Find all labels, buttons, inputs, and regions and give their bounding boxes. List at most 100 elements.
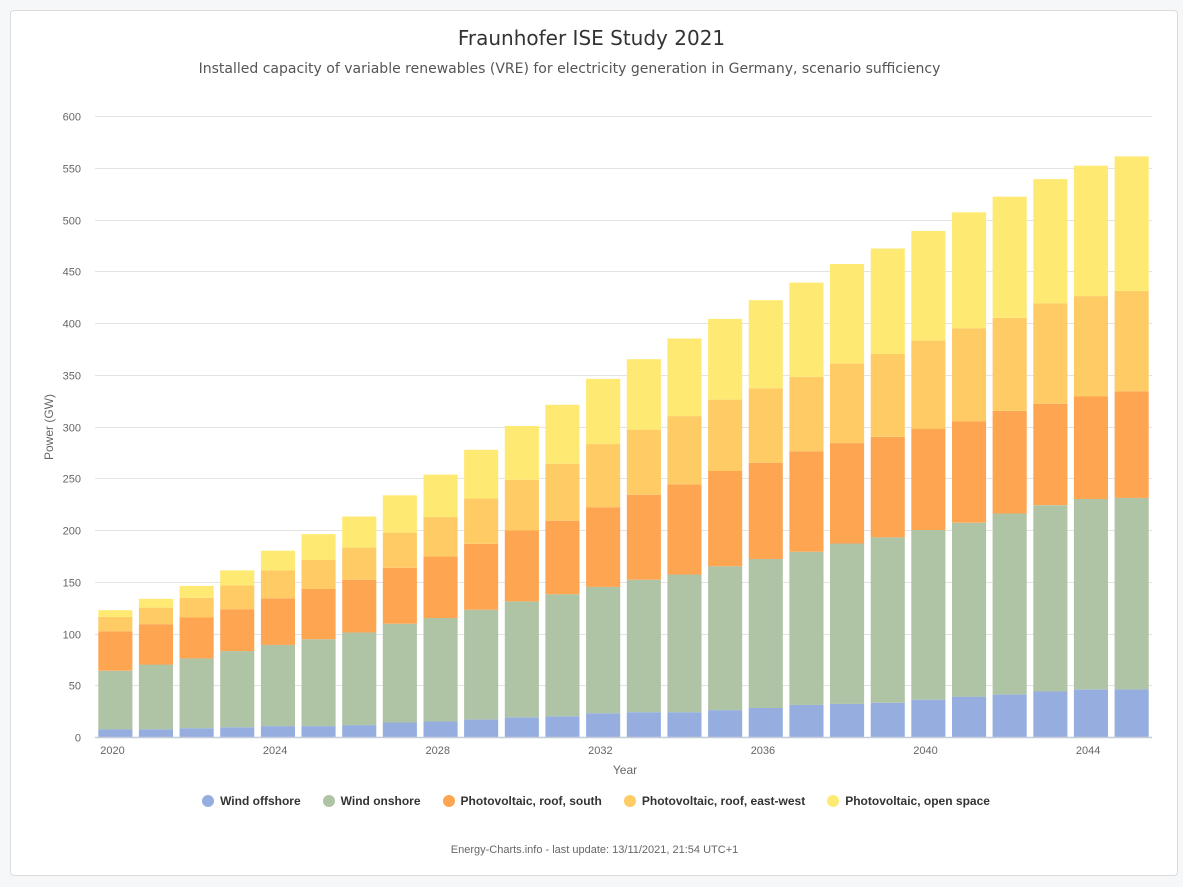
- bar-wind-onshore-2045[interactable]: [1114, 497, 1149, 690]
- bar-wind-onshore-2034[interactable]: [667, 574, 702, 713]
- bar-photovoltaic-roof-south-2044[interactable]: [1073, 396, 1108, 500]
- bar-wind-offshore-2031[interactable]: [545, 716, 580, 737]
- legend-item-photovoltaic-roof-south[interactable]: Photovoltaic, roof, south: [442, 794, 602, 808]
- bar-stack-2041[interactable]: [952, 212, 987, 737]
- bar-photovoltaic-roof-east-west-2025[interactable]: [301, 560, 336, 589]
- bar-wind-onshore-2028[interactable]: [423, 618, 458, 722]
- bar-photovoltaic-open-space-2039[interactable]: [870, 248, 905, 355]
- bar-photovoltaic-roof-south-2031[interactable]: [545, 520, 580, 595]
- bar-photovoltaic-roof-south-2034[interactable]: [667, 484, 702, 575]
- bar-wind-onshore-2044[interactable]: [1073, 498, 1108, 690]
- bar-stack-2037[interactable]: [789, 282, 824, 737]
- bar-photovoltaic-roof-south-2040[interactable]: [911, 428, 946, 530]
- bar-photovoltaic-open-space-2044[interactable]: [1073, 165, 1108, 297]
- bar-photovoltaic-roof-east-west-2040[interactable]: [911, 340, 946, 429]
- bar-photovoltaic-roof-east-west-2035[interactable]: [708, 399, 743, 471]
- bar-wind-offshore-2043[interactable]: [1033, 691, 1068, 738]
- bar-photovoltaic-roof-south-2042[interactable]: [992, 411, 1027, 514]
- bar-stack-2023[interactable]: [220, 570, 255, 737]
- bar-photovoltaic-open-space-2031[interactable]: [545, 404, 580, 464]
- bar-photovoltaic-open-space-2040[interactable]: [911, 230, 946, 341]
- legend-item-wind-onshore[interactable]: Wind onshore: [322, 794, 421, 808]
- bar-stack-2027[interactable]: [382, 495, 417, 738]
- bar-photovoltaic-open-space-2045[interactable]: [1114, 156, 1149, 291]
- bar-photovoltaic-open-space-2027[interactable]: [382, 495, 417, 533]
- bar-wind-offshore-2024[interactable]: [260, 726, 295, 737]
- bar-photovoltaic-roof-south-2021[interactable]: [138, 624, 173, 665]
- legend-item-photovoltaic-roof-east-west[interactable]: Photovoltaic, roof, east-west: [623, 794, 805, 808]
- bar-photovoltaic-open-space-2041[interactable]: [952, 212, 987, 329]
- bar-photovoltaic-roof-south-2045[interactable]: [1114, 391, 1149, 498]
- bar-photovoltaic-roof-south-2024[interactable]: [260, 598, 295, 645]
- bar-photovoltaic-roof-east-west-2041[interactable]: [952, 328, 987, 422]
- bar-photovoltaic-open-space-2028[interactable]: [423, 474, 458, 517]
- bar-photovoltaic-roof-south-2043[interactable]: [1033, 403, 1068, 506]
- bar-photovoltaic-roof-east-west-2045[interactable]: [1114, 290, 1149, 392]
- bar-stack-2026[interactable]: [342, 516, 377, 738]
- bar-photovoltaic-roof-south-2033[interactable]: [626, 494, 661, 580]
- bar-wind-onshore-2040[interactable]: [911, 530, 946, 700]
- bar-wind-offshore-2040[interactable]: [911, 699, 946, 737]
- bar-wind-onshore-2043[interactable]: [1033, 505, 1068, 692]
- bar-photovoltaic-open-space-2025[interactable]: [301, 534, 336, 560]
- bar-stack-2022[interactable]: [179, 585, 214, 737]
- bar-wind-offshore-2027[interactable]: [382, 722, 417, 738]
- bar-photovoltaic-open-space-2034[interactable]: [667, 338, 702, 417]
- bar-stack-2044[interactable]: [1073, 165, 1108, 737]
- bar-photovoltaic-open-space-2042[interactable]: [992, 196, 1027, 318]
- bar-wind-offshore-2045[interactable]: [1114, 689, 1149, 737]
- bar-wind-offshore-2023[interactable]: [220, 727, 255, 737]
- bar-stack-2020[interactable]: [98, 610, 133, 737]
- bar-wind-onshore-2029[interactable]: [464, 609, 499, 720]
- bar-photovoltaic-roof-east-west-2021[interactable]: [138, 607, 173, 625]
- bar-wind-onshore-2030[interactable]: [504, 601, 539, 718]
- bar-photovoltaic-open-space-2032[interactable]: [586, 378, 621, 445]
- bar-photovoltaic-roof-south-2035[interactable]: [708, 471, 743, 567]
- bar-stack-2025[interactable]: [301, 534, 336, 737]
- bar-wind-offshore-2026[interactable]: [342, 725, 377, 737]
- bar-wind-onshore-2041[interactable]: [952, 522, 987, 697]
- bar-wind-onshore-2024[interactable]: [260, 644, 295, 727]
- bar-wind-onshore-2037[interactable]: [789, 551, 824, 705]
- bar-stack-2035[interactable]: [708, 318, 743, 737]
- bar-photovoltaic-roof-south-2037[interactable]: [789, 451, 824, 552]
- bar-stack-2034[interactable]: [667, 338, 702, 738]
- bar-wind-offshore-2035[interactable]: [708, 710, 743, 737]
- bar-wind-onshore-2026[interactable]: [342, 632, 377, 726]
- bar-photovoltaic-open-space-2023[interactable]: [220, 570, 255, 586]
- bar-stack-2043[interactable]: [1033, 179, 1068, 738]
- bar-photovoltaic-open-space-2026[interactable]: [342, 516, 377, 548]
- bar-photovoltaic-roof-east-west-2022[interactable]: [179, 597, 214, 618]
- bar-photovoltaic-roof-south-2028[interactable]: [423, 556, 458, 618]
- bar-photovoltaic-open-space-2036[interactable]: [748, 300, 783, 389]
- bar-photovoltaic-roof-east-west-2024[interactable]: [260, 570, 295, 599]
- bar-wind-onshore-2038[interactable]: [830, 543, 865, 704]
- bar-photovoltaic-roof-east-west-2034[interactable]: [667, 416, 702, 485]
- bar-wind-onshore-2022[interactable]: [179, 658, 214, 729]
- bar-wind-onshore-2035[interactable]: [708, 566, 743, 711]
- bar-wind-onshore-2031[interactable]: [545, 594, 580, 717]
- bar-photovoltaic-roof-east-west-2023[interactable]: [220, 585, 255, 610]
- bar-stack-2038[interactable]: [830, 264, 865, 737]
- bar-wind-onshore-2021[interactable]: [138, 664, 173, 730]
- bar-photovoltaic-open-space-2033[interactable]: [626, 359, 661, 430]
- bar-photovoltaic-roof-east-west-2042[interactable]: [992, 317, 1027, 411]
- bar-photovoltaic-roof-east-west-2020[interactable]: [98, 616, 133, 632]
- bar-photovoltaic-open-space-2030[interactable]: [504, 426, 539, 480]
- bar-wind-offshore-2037[interactable]: [789, 704, 824, 737]
- bar-wind-onshore-2032[interactable]: [586, 586, 621, 714]
- bar-photovoltaic-roof-east-west-2038[interactable]: [830, 363, 865, 444]
- bar-photovoltaic-roof-south-2023[interactable]: [220, 609, 255, 652]
- bar-photovoltaic-open-space-2021[interactable]: [138, 598, 173, 608]
- bar-wind-onshore-2033[interactable]: [626, 579, 661, 713]
- bar-photovoltaic-open-space-2043[interactable]: [1033, 179, 1068, 304]
- bar-photovoltaic-roof-east-west-2029[interactable]: [464, 498, 499, 544]
- bar-photovoltaic-roof-east-west-2028[interactable]: [423, 517, 458, 557]
- bar-wind-onshore-2042[interactable]: [992, 513, 1027, 695]
- bar-photovoltaic-open-space-2037[interactable]: [789, 282, 824, 377]
- bar-photovoltaic-roof-east-west-2030[interactable]: [504, 479, 539, 531]
- bar-wind-offshore-2044[interactable]: [1073, 689, 1108, 737]
- bar-photovoltaic-roof-east-west-2039[interactable]: [870, 354, 905, 437]
- bar-photovoltaic-roof-south-2036[interactable]: [748, 462, 783, 559]
- bar-wind-onshore-2023[interactable]: [220, 651, 255, 728]
